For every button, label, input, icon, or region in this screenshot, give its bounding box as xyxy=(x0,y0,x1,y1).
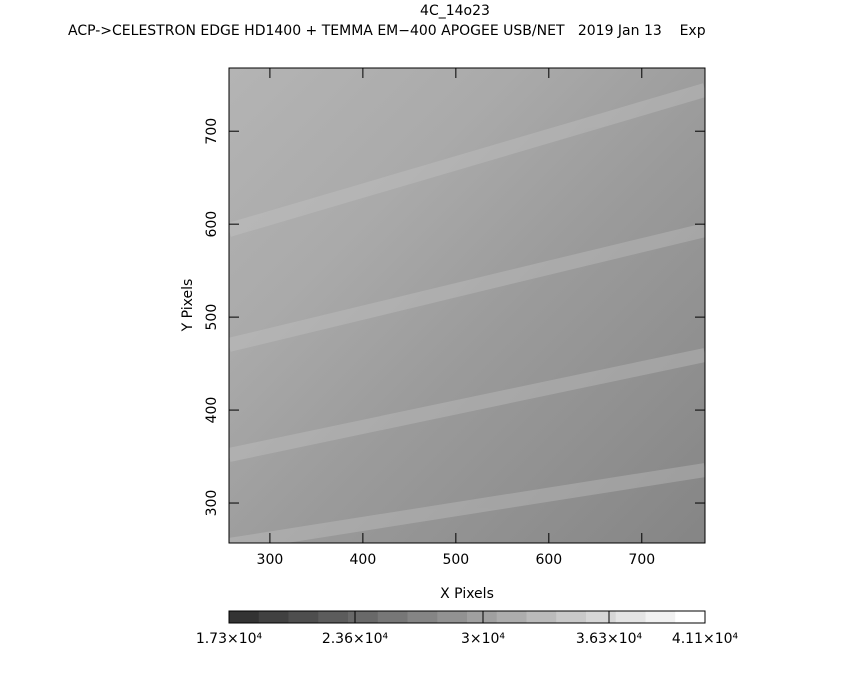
image-bands xyxy=(229,83,705,543)
y-tick-label: 500 xyxy=(204,304,220,331)
colorbar-segment xyxy=(288,611,319,623)
colorbar-segment xyxy=(407,611,438,623)
colorbar-segment xyxy=(526,611,557,623)
colorbar-segment xyxy=(586,611,617,623)
colorbar-segment xyxy=(675,611,706,623)
x-tick-label: 500 xyxy=(442,552,469,568)
image xyxy=(229,68,705,543)
colorbar xyxy=(229,611,706,623)
colorbar-tick-label: 3×10⁴ xyxy=(461,631,505,647)
colorbar-segment xyxy=(496,611,527,623)
colorbar-segment xyxy=(318,611,349,623)
colorbar-tick-label: 1.73×10⁴ xyxy=(196,631,263,647)
colorbar-tick-label: 3.63×10⁴ xyxy=(576,631,643,647)
chart-subtitle: ACP->CELESTRON EDGE HD1400 + TEMMA EM−40… xyxy=(68,23,706,39)
colorbar-segment xyxy=(377,611,408,623)
colorbar-tick-label: 2.36×10⁴ xyxy=(322,631,389,647)
y-tick-label: 600 xyxy=(204,211,220,238)
colorbar-segment xyxy=(348,611,379,623)
y-tick-label: 300 xyxy=(204,490,220,517)
x-tick-label: 400 xyxy=(350,552,377,568)
colorbar-segment xyxy=(229,611,260,623)
x-tick-label: 600 xyxy=(535,552,562,568)
colorbar-segment xyxy=(258,611,289,623)
y-tick-label: 400 xyxy=(204,397,220,424)
y-tick-label: 700 xyxy=(204,118,220,145)
colorbar-segment xyxy=(645,611,676,623)
chart-title: 4C_14o23 xyxy=(420,3,490,19)
x-tick-label: 700 xyxy=(628,552,655,568)
colorbar-segment xyxy=(556,611,587,623)
colorbar-segment xyxy=(437,611,468,623)
x-tick-label: 300 xyxy=(257,552,284,568)
colorbar-tick-label: 4.11×10⁴ xyxy=(672,631,739,647)
x-axis-label: X Pixels xyxy=(440,586,494,602)
colorbar-segment xyxy=(615,611,646,623)
plot-frame xyxy=(228,67,706,544)
colorbar-segment xyxy=(467,611,498,623)
y-axis-label: Y Pixels xyxy=(180,279,196,333)
image-background xyxy=(229,68,705,543)
